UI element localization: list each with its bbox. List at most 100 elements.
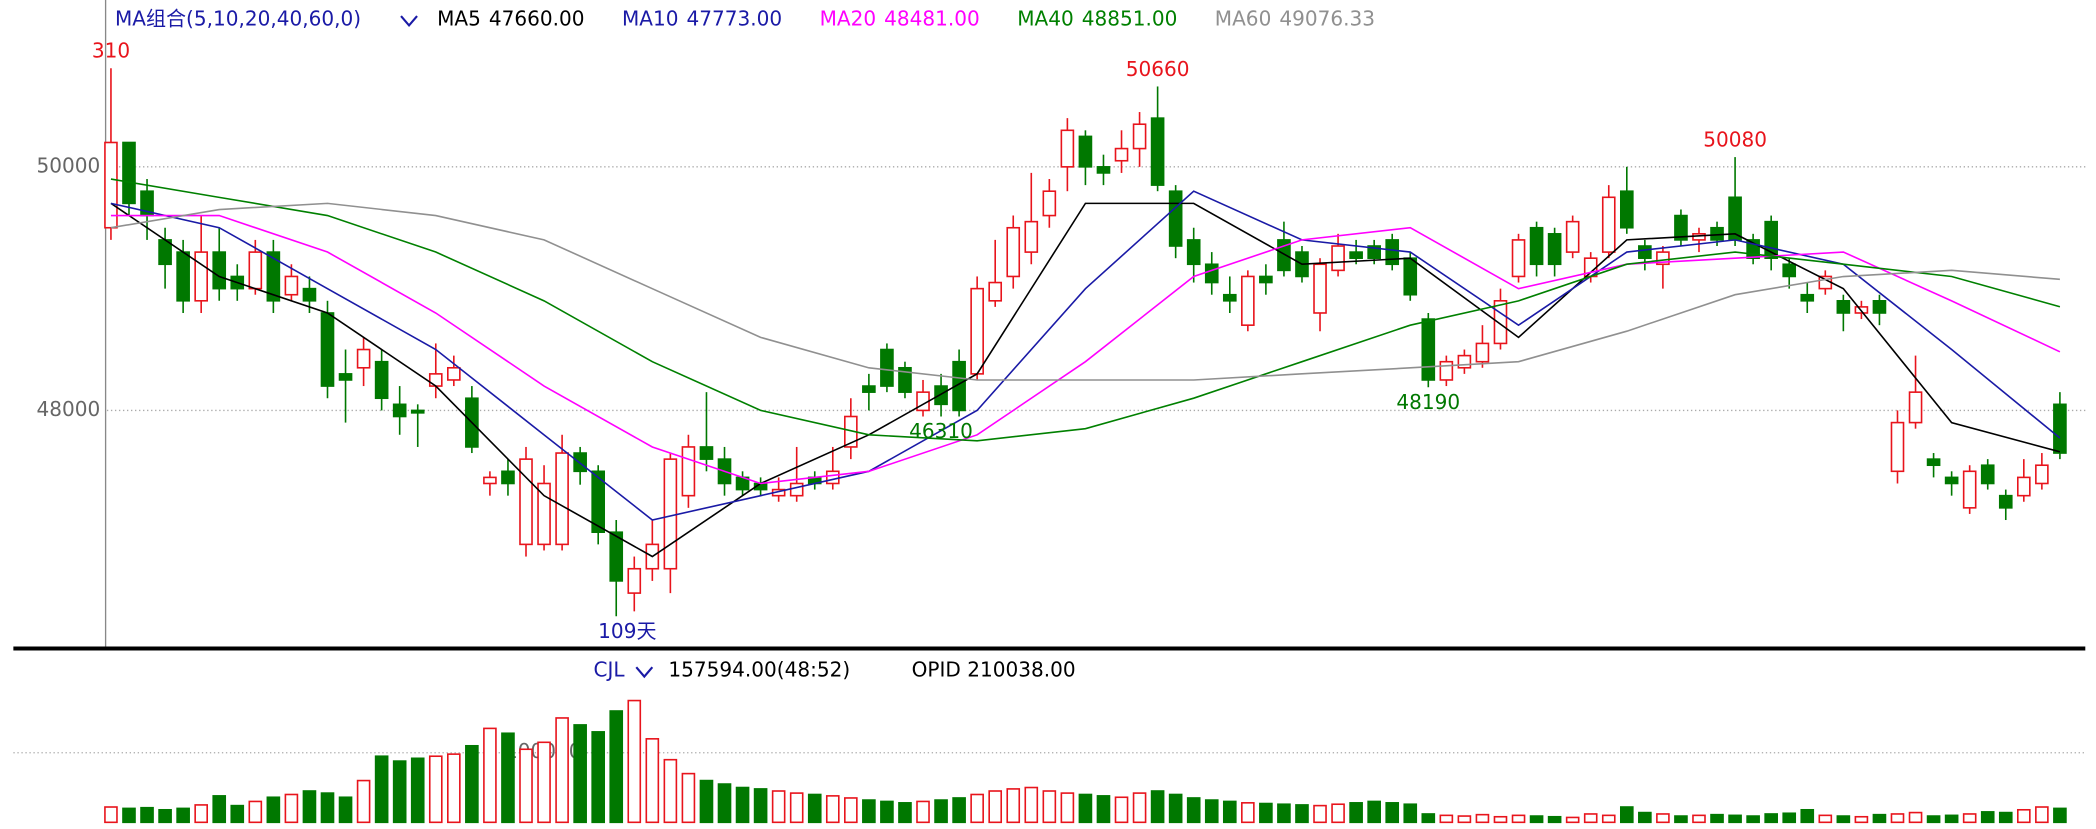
volume-bar: [1277, 803, 1291, 824]
candle-body: [1421, 318, 1436, 381]
candle-body: [898, 366, 912, 393]
volume-bar: [627, 699, 642, 824]
candle-body: [934, 385, 948, 406]
candle-body: [1060, 129, 1075, 168]
volume-bar: [1692, 814, 1706, 824]
volume-bar: [519, 748, 533, 824]
volume-bar: [591, 731, 606, 824]
volume-bar: [1204, 799, 1219, 824]
candle-body: [302, 287, 317, 302]
volume-bar: [1674, 815, 1688, 824]
volume-bar: [609, 710, 624, 824]
volume-bar: [681, 772, 696, 824]
candle-body: [681, 446, 696, 497]
candle-body: [338, 373, 353, 381]
candle-body: [1926, 458, 1941, 467]
ma-line: [110, 202, 2060, 381]
chart-title[interactable]: MA组合(5,10,20,40,60,0): [115, 7, 361, 31]
volume-bar: [1313, 804, 1327, 824]
candle-body: [1529, 226, 1544, 266]
candle-body: [1511, 239, 1526, 278]
volume-bar: [1331, 803, 1345, 824]
candle-body: [988, 281, 1003, 302]
volume-bar: [1638, 811, 1652, 824]
candle-body: [1006, 226, 1021, 278]
volume-bar: [807, 793, 822, 824]
volume-bar: [1421, 813, 1436, 824]
volume-bar: [194, 804, 208, 824]
volume-bar: [1619, 806, 1634, 824]
candle-body: [1872, 300, 1887, 314]
volume-bar: [1908, 811, 1923, 824]
volume-bar: [1439, 814, 1454, 824]
ma-line: [110, 190, 2061, 521]
ma-line: [110, 214, 2061, 485]
candle-body: [627, 567, 642, 594]
volume-bar: [717, 783, 732, 824]
candle-body: [1493, 300, 1508, 345]
volume-bar: [302, 790, 317, 824]
candle-body: [428, 373, 443, 387]
candle-body: [284, 275, 299, 296]
volume-bar: [122, 807, 136, 824]
volume-bar: [338, 796, 353, 824]
volume-bar: [483, 727, 497, 824]
volume-bar: [1601, 814, 1616, 824]
volume-bar: [1746, 815, 1760, 824]
volume-bar: [1872, 813, 1887, 824]
legend-value: 47773.00: [687, 7, 783, 31]
candle-body: [970, 287, 984, 375]
candle-body: [1782, 263, 1797, 278]
volume-bar: [1565, 816, 1580, 824]
ma-line: [110, 178, 2061, 442]
candle-body: [1890, 421, 1905, 473]
y-tick-label: 50000: [36, 153, 100, 177]
candle-body: [1457, 354, 1472, 369]
volume-bar: [1168, 793, 1183, 824]
volume-bar: [1259, 802, 1273, 824]
volume-bar: [320, 792, 335, 824]
candle-body: [1078, 135, 1093, 168]
candle-body: [1439, 360, 1454, 381]
candle-body: [573, 452, 587, 473]
candle-body: [825, 470, 840, 485]
candle-body: [789, 482, 804, 497]
volume-title[interactable]: CJL: [594, 658, 626, 682]
candle-body: [555, 452, 569, 546]
candle-body: [356, 348, 371, 369]
volume-bar: [555, 717, 569, 824]
volume-bar: [1800, 808, 1815, 824]
candle-body: [374, 360, 389, 400]
candle-body: [663, 458, 678, 570]
volume-bar: [284, 793, 299, 824]
candle-body: [537, 482, 551, 546]
candle-body: [1998, 494, 2013, 509]
legend-name: MA20: [820, 7, 877, 31]
annotation: 50660: [1126, 57, 1190, 81]
volume-bar: [2016, 808, 2031, 824]
candle-body: [519, 458, 533, 546]
candle-body: [212, 251, 227, 290]
legend-value: 48481.00: [884, 7, 980, 31]
legend-name: MA60: [1215, 7, 1272, 31]
volume-bar: [356, 779, 371, 824]
volume-bar: [2053, 807, 2067, 824]
candle-body: [1259, 275, 1273, 284]
volume-bar: [1962, 813, 1977, 824]
candle-body: [1908, 391, 1923, 424]
volume-bar: [1078, 793, 1093, 824]
volume-bar: [1656, 813, 1670, 824]
volume-bar: [1980, 811, 1995, 824]
candle-body: [1331, 245, 1345, 272]
candle-body: [104, 141, 118, 229]
volume-bar: [952, 797, 966, 824]
dropdown-chevron[interactable]: [635, 666, 654, 679]
candle-body: [1168, 190, 1183, 247]
dropdown-chevron[interactable]: [400, 15, 418, 28]
volume-bar: [1295, 804, 1309, 824]
candle-body: [1150, 117, 1165, 186]
candle-body: [699, 446, 714, 460]
volume-bar: [140, 806, 154, 824]
annotation: 46310: [909, 419, 973, 443]
